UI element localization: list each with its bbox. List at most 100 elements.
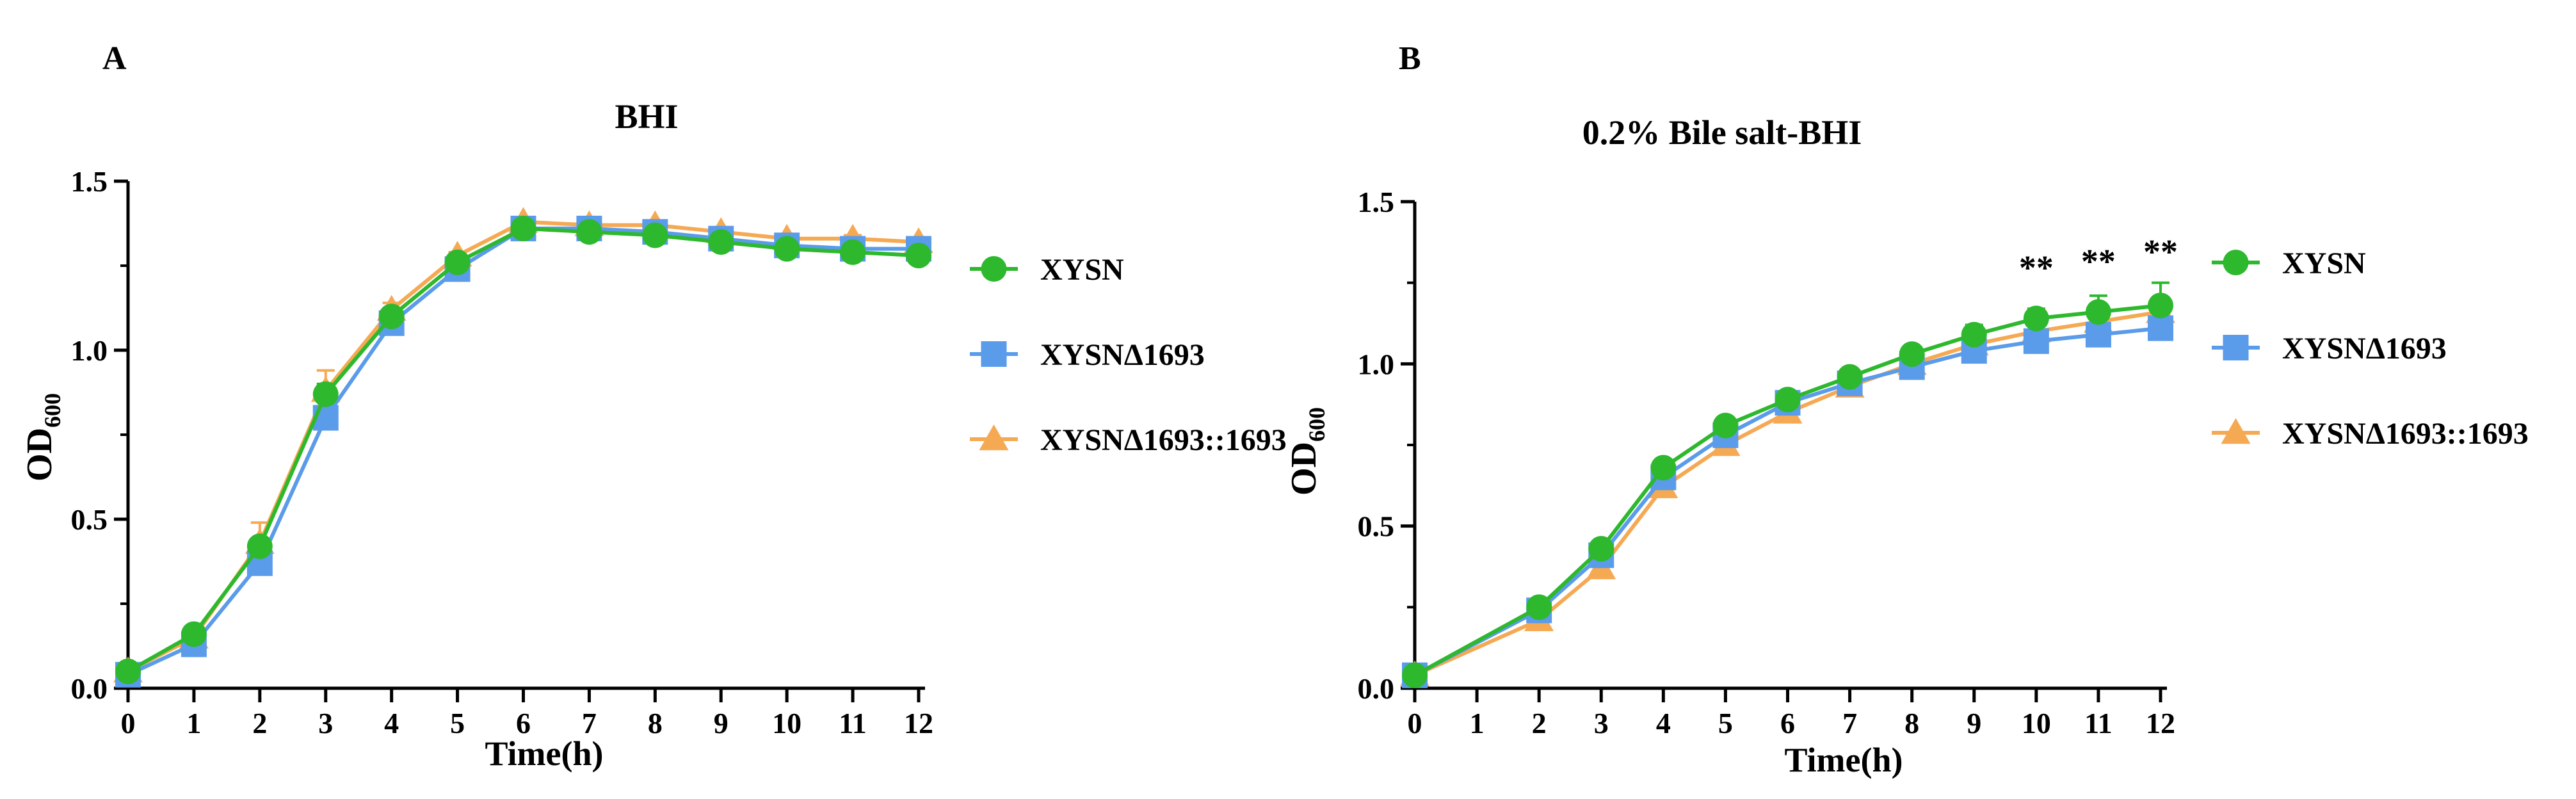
data-point <box>576 219 602 245</box>
data-point <box>906 243 931 269</box>
series-circle <box>1402 281 2173 688</box>
data-point <box>1402 662 1428 688</box>
x-tick-label: 7 <box>1842 707 1857 739</box>
data-point <box>1837 364 1863 390</box>
x-tick-label: 1 <box>1470 707 1485 739</box>
data-point <box>642 222 668 248</box>
series-square <box>1402 315 2173 688</box>
data-point <box>2223 335 2249 360</box>
x-tick-label: 9 <box>1967 707 1981 739</box>
x-tick-label: 6 <box>1780 707 1795 739</box>
y-tick-label: 0.0 <box>1358 672 1395 705</box>
x-tick-label: 5 <box>450 707 465 739</box>
series-line <box>127 226 919 677</box>
legend-entry: XYSNΔ1693::1693 <box>2212 417 2529 451</box>
y-axis-label: OD600 <box>1284 407 1330 496</box>
chart-title: 0.2% Bile salt-BHI <box>1582 113 1862 152</box>
series-triangle <box>113 207 933 682</box>
chart-title: BHI <box>615 97 678 136</box>
series-line <box>1413 326 2161 677</box>
legend-entry: XYSNΔ1693 <box>2212 332 2447 366</box>
y-tick-label: 1.0 <box>1358 348 1395 380</box>
data-point <box>2023 328 2049 354</box>
data-point <box>246 533 273 560</box>
series-line <box>127 220 919 674</box>
data-point <box>774 236 800 262</box>
data-point <box>1775 387 1801 413</box>
panel-label: A <box>102 40 127 77</box>
legend-label: XYSN <box>2282 246 2366 280</box>
x-tick-label: 5 <box>1718 707 1733 739</box>
data-point <box>1961 321 1987 348</box>
x-tick-label: 4 <box>1656 707 1671 739</box>
data-point <box>115 658 141 684</box>
legend-label: XYSNΔ1693 <box>2282 332 2447 366</box>
data-point <box>1650 455 1677 481</box>
x-tick-label: 9 <box>714 707 729 739</box>
x-tick-label: 8 <box>648 707 663 739</box>
x-tick-label: 11 <box>2084 707 2112 739</box>
y-tick-label: 1.0 <box>71 334 108 367</box>
x-tick-label: 11 <box>839 707 866 739</box>
data-point <box>2148 293 2173 319</box>
x-tick-label: 4 <box>384 707 399 739</box>
legend-label: XYSNΔ1693::1693 <box>2282 417 2529 451</box>
data-point <box>2221 418 2251 444</box>
x-tick-label: 6 <box>516 707 531 739</box>
x-axis-label: Time(h) <box>485 734 604 773</box>
series-square <box>115 215 931 688</box>
legend-entry: XYSNΔ1693 <box>970 338 1205 372</box>
series-circle <box>115 215 931 684</box>
y-tick-label: 0.0 <box>71 672 108 705</box>
data-point <box>1526 594 1552 620</box>
x-axis-label: Time(h) <box>1785 741 1903 779</box>
data-point <box>981 256 1007 282</box>
data-point <box>510 215 536 241</box>
data-point <box>979 424 1009 451</box>
x-tick-label: 1 <box>186 707 201 739</box>
legend-entry: XYSNΔ1693::1693 <box>970 423 1287 457</box>
x-tick-label: 7 <box>582 707 597 739</box>
x-tick-label: 2 <box>1532 707 1547 739</box>
data-point <box>2085 321 2111 348</box>
data-point <box>2223 250 2249 275</box>
legend-entry: XYSN <box>970 253 1124 287</box>
x-tick-label: 3 <box>318 707 333 739</box>
legend-label: XYSNΔ1693::1693 <box>1040 423 1287 457</box>
series-line <box>127 226 919 674</box>
y-tick-label: 0.5 <box>1358 510 1395 543</box>
data-point <box>1899 341 1925 367</box>
x-tick-label: 12 <box>2146 707 2175 739</box>
legend-label: XYSNΔ1693 <box>1040 338 1205 372</box>
y-tick-label: 1.5 <box>71 165 108 198</box>
significance-mark: ** <box>2019 249 2054 287</box>
legend-label: XYSN <box>1040 253 1124 287</box>
series-triangle <box>1400 297 2175 686</box>
panel-label: B <box>1399 40 1421 77</box>
x-tick-label: 2 <box>252 707 267 739</box>
data-point <box>2085 299 2111 325</box>
data-point <box>181 621 207 647</box>
x-tick-label: 0 <box>121 707 136 739</box>
data-point <box>378 303 405 330</box>
data-point <box>312 381 339 407</box>
y-axis-label: OD600 <box>20 393 65 481</box>
y-tick-label: 1.5 <box>1358 186 1395 218</box>
x-tick-label: 8 <box>1904 707 1919 739</box>
data-point <box>708 229 734 255</box>
x-tick-label: 10 <box>772 707 801 739</box>
legend-entry: XYSN <box>2212 246 2366 280</box>
significance-mark: ** <box>2081 242 2116 280</box>
y-tick-label: 0.5 <box>71 503 108 536</box>
x-tick-label: 0 <box>1408 707 1422 739</box>
data-point <box>2023 305 2049 332</box>
data-point <box>1712 412 1739 439</box>
data-point <box>981 341 1007 367</box>
data-point <box>840 239 866 265</box>
x-tick-label: 10 <box>2022 707 2051 739</box>
data-point <box>2148 315 2173 341</box>
significance-mark: ** <box>2143 232 2178 271</box>
data-point <box>444 249 471 275</box>
